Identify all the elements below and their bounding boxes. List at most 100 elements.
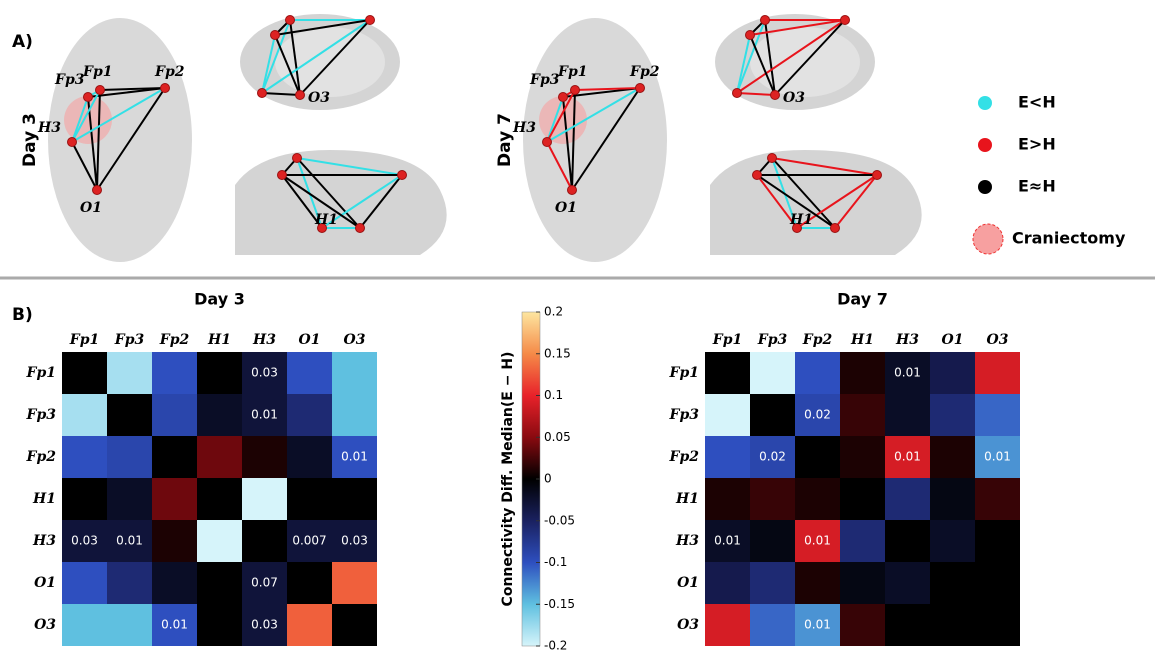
heatmap-cell — [197, 394, 242, 436]
heatmap-cell — [975, 394, 1020, 436]
heatmap-cell — [705, 562, 750, 604]
heatmap-cell — [197, 604, 242, 646]
heatmap-cell — [332, 352, 377, 394]
colorbar-tick-label: -0.15 — [544, 597, 575, 611]
electrode — [286, 16, 295, 25]
heatmap-cell — [840, 394, 885, 436]
heatmap-cell — [705, 478, 750, 520]
electrode — [568, 186, 577, 195]
heatmap-cell — [975, 604, 1020, 646]
heatmap-cell — [197, 436, 242, 478]
electrode-label: Fp3 — [529, 72, 560, 88]
electrode-label: O1 — [80, 200, 102, 216]
x-tick-label: O1 — [299, 332, 321, 348]
heatmap-cell — [62, 394, 107, 436]
heatmap-cell — [242, 436, 287, 478]
colorbar-tick-label: 0.2 — [544, 305, 563, 319]
electrode — [746, 31, 755, 40]
cell-label: 0.01 — [341, 450, 368, 464]
cell-label: 0.01 — [804, 618, 831, 632]
legend-label: E>H — [1018, 135, 1056, 154]
heatmap-cell — [930, 520, 975, 562]
heatmap-cell — [152, 562, 197, 604]
x-tick-label: O1 — [942, 332, 964, 348]
brain-group: Fp3Fp1Fp2H3O1O3H1Day 7 — [495, 14, 922, 262]
heatmap-cell — [930, 352, 975, 394]
heatmap-cell — [107, 394, 152, 436]
legend-label: E≈H — [1018, 177, 1056, 196]
colorbar-tick-label: 0.15 — [544, 346, 571, 360]
heatmap-cell — [795, 436, 840, 478]
cell-label: 0.03 — [251, 618, 278, 632]
heatmap-cell — [750, 604, 795, 646]
electrode — [93, 186, 102, 195]
heatmap-cell — [930, 394, 975, 436]
heatmap-cell — [197, 352, 242, 394]
cell-label: 0.01 — [714, 534, 741, 548]
electrode-label: O3 — [783, 90, 805, 106]
colorbar-tick-label: 0.1 — [544, 388, 563, 402]
heatmap-cell — [152, 352, 197, 394]
cell-label: 0.01 — [894, 450, 921, 464]
heatmap-cell — [107, 604, 152, 646]
electrode — [296, 91, 305, 100]
panel-label: A) — [12, 32, 33, 52]
cell-label: 0.03 — [341, 534, 368, 548]
y-tick-label: O1 — [34, 575, 56, 591]
x-tick-label: Fp2 — [159, 332, 190, 348]
heatmap-cell — [750, 520, 795, 562]
heatmap-cell — [840, 352, 885, 394]
heatmap-cell — [885, 478, 930, 520]
y-tick-label: O1 — [677, 575, 699, 591]
cell-label: 0.07 — [251, 576, 278, 590]
y-tick-label: Fp3 — [669, 407, 700, 423]
electrode-label: Fp1 — [557, 64, 587, 80]
x-tick-label: H3 — [895, 332, 919, 348]
heatmap-cell — [62, 352, 107, 394]
electrode — [733, 89, 742, 98]
y-tick-label: Fp1 — [26, 365, 56, 381]
heatmap-cell — [287, 478, 332, 520]
electrode-label: H1 — [314, 212, 338, 228]
electrode — [258, 89, 267, 98]
x-tick-label: H1 — [207, 332, 231, 348]
legend-marker — [978, 138, 992, 152]
heatmap-cell — [975, 520, 1020, 562]
heatmap-cell — [197, 562, 242, 604]
heatmap-cell — [705, 352, 750, 394]
x-tick-label: O3 — [987, 332, 1009, 348]
figure: A) B) Fp3Fp1Fp2H3O1O3H1Day 3Fp3Fp1Fp2H3O… — [0, 0, 1155, 654]
heatmap-cell — [152, 520, 197, 562]
heatmap-cell — [795, 478, 840, 520]
cell-label: 0.01 — [984, 450, 1011, 464]
y-tick-label: O3 — [677, 617, 699, 633]
heatmap-cell — [750, 562, 795, 604]
heatmap-cell — [62, 436, 107, 478]
electrode — [753, 171, 762, 180]
heatmap-cell — [197, 478, 242, 520]
heatmap-cell — [332, 604, 377, 646]
heatmap-cell — [750, 478, 795, 520]
colorbar-tick-label: 0.05 — [544, 430, 571, 444]
day-label: Day 7 — [495, 113, 515, 167]
electrode — [873, 171, 882, 180]
legend-marker — [973, 224, 1003, 254]
electrode — [161, 84, 170, 93]
heatmap-cell — [750, 352, 795, 394]
x-tick-label: Fp2 — [802, 332, 833, 348]
heatmap-cell — [930, 562, 975, 604]
x-tick-label: O3 — [344, 332, 366, 348]
heatmap-cell — [885, 520, 930, 562]
cell-label: 0.01 — [804, 534, 831, 548]
heatmap-cell — [242, 520, 287, 562]
electrode — [771, 91, 780, 100]
electrode-label: Fp3 — [54, 72, 85, 88]
cell-label: 0.007 — [292, 534, 326, 548]
heatmap-cell — [930, 604, 975, 646]
cell-label: 0.03 — [251, 366, 278, 380]
colorbar-tick-label: -0.2 — [544, 639, 567, 653]
heatmap-cell — [795, 562, 840, 604]
electrode-label: O3 — [308, 90, 330, 106]
chart-title: Day 3 — [194, 290, 245, 309]
